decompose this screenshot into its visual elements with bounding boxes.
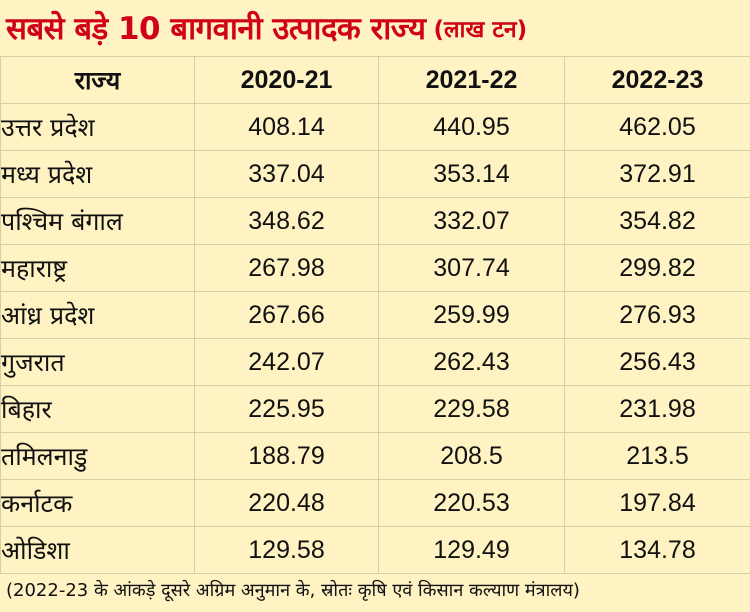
state-name-cell: महाराष्ट्र — [0, 244, 195, 292]
value-cell: 256.43 — [564, 338, 750, 386]
table-row: कर्नाटक 220.48 220.53 197.84 — [0, 479, 750, 527]
value-cell: 188.79 — [194, 432, 379, 480]
table-row: तमिलनाडु 188.79 208.5 213.5 — [0, 432, 750, 480]
table-row: आंध्र प्रदेश 267.66 259.99 276.93 — [0, 291, 750, 339]
value-cell: 307.74 — [378, 244, 565, 292]
value-cell: 299.82 — [564, 244, 750, 292]
value-cell: 462.05 — [564, 103, 750, 151]
value-cell: 440.95 — [378, 103, 565, 151]
column-header-state: राज्य — [0, 56, 195, 104]
value-cell: 225.95 — [194, 385, 379, 433]
value-cell: 267.98 — [194, 244, 379, 292]
value-cell: 129.58 — [194, 526, 379, 574]
value-cell: 231.98 — [564, 385, 750, 433]
state-name-cell: गुजरात — [0, 338, 195, 386]
value-cell: 408.14 — [194, 103, 379, 151]
value-cell: 220.53 — [378, 479, 565, 527]
source-footnote: (2022-23 के आंकड़े दूसरे अग्रिम अनुमान क… — [6, 580, 580, 601]
table-row: बिहार 225.95 229.58 231.98 — [0, 385, 750, 433]
value-cell: 129.49 — [378, 526, 565, 574]
value-cell: 267.66 — [194, 291, 379, 339]
table-row: मध्य प्रदेश 337.04 353.14 372.91 — [0, 150, 750, 198]
value-cell: 197.84 — [564, 479, 750, 527]
value-cell: 348.62 — [194, 197, 379, 245]
title-bar: सबसे बड़े 10 बागवानी उत्पादक राज्य (लाख … — [0, 0, 750, 56]
value-cell: 134.78 — [564, 526, 750, 574]
state-name-cell: मध्य प्रदेश — [0, 150, 195, 198]
table-row: महाराष्ट्र 267.98 307.74 299.82 — [0, 244, 750, 292]
unit-label: (लाख टन) — [433, 17, 528, 43]
page-title: सबसे बड़े 10 बागवानी उत्पादक राज्य — [6, 11, 426, 47]
value-cell: 220.48 — [194, 479, 379, 527]
value-cell: 259.99 — [378, 291, 565, 339]
table-row: पश्चिम बंगाल 348.62 332.07 354.82 — [0, 197, 750, 245]
state-name-cell: बिहार — [0, 385, 195, 433]
value-cell: 213.5 — [564, 432, 750, 480]
state-name-cell: उत्तर प्रदेश — [0, 103, 195, 151]
state-name-cell: तमिलनाडु — [0, 432, 195, 480]
header-row: राज्य 2020-21 2021-22 2022-23 — [0, 56, 750, 104]
table-row: उत्तर प्रदेश 408.14 440.95 462.05 — [0, 103, 750, 151]
value-cell: 337.04 — [194, 150, 379, 198]
column-header-2020-21: 2020-21 — [194, 56, 379, 104]
value-cell: 372.91 — [564, 150, 750, 198]
table-row: गुजरात 242.07 262.43 256.43 — [0, 338, 750, 386]
state-name-cell: ओडिशा — [0, 526, 195, 574]
table-row: ओडिशा 129.58 129.49 134.78 — [0, 526, 750, 574]
value-cell: 262.43 — [378, 338, 565, 386]
value-cell: 354.82 — [564, 197, 750, 245]
state-name-cell: आंध्र प्रदेश — [0, 291, 195, 339]
table-body: उत्तर प्रदेश 408.14 440.95 462.05 मध्य प्रदे… — [0, 103, 750, 574]
column-header-2022-23: 2022-23 — [564, 56, 750, 104]
value-cell: 229.58 — [378, 385, 565, 433]
value-cell: 332.07 — [378, 197, 565, 245]
value-cell: 353.14 — [378, 150, 565, 198]
value-cell: 242.07 — [194, 338, 379, 386]
value-cell: 276.93 — [564, 291, 750, 339]
state-name-cell: पश्चिम बंगाल — [0, 197, 195, 245]
column-header-2021-22: 2021-22 — [378, 56, 565, 104]
data-table: राज्य 2020-21 2021-22 2022-23 उत्तर प्रद… — [0, 56, 750, 574]
value-cell: 208.5 — [378, 432, 565, 480]
state-name-cell: कर्नाटक — [0, 479, 195, 527]
